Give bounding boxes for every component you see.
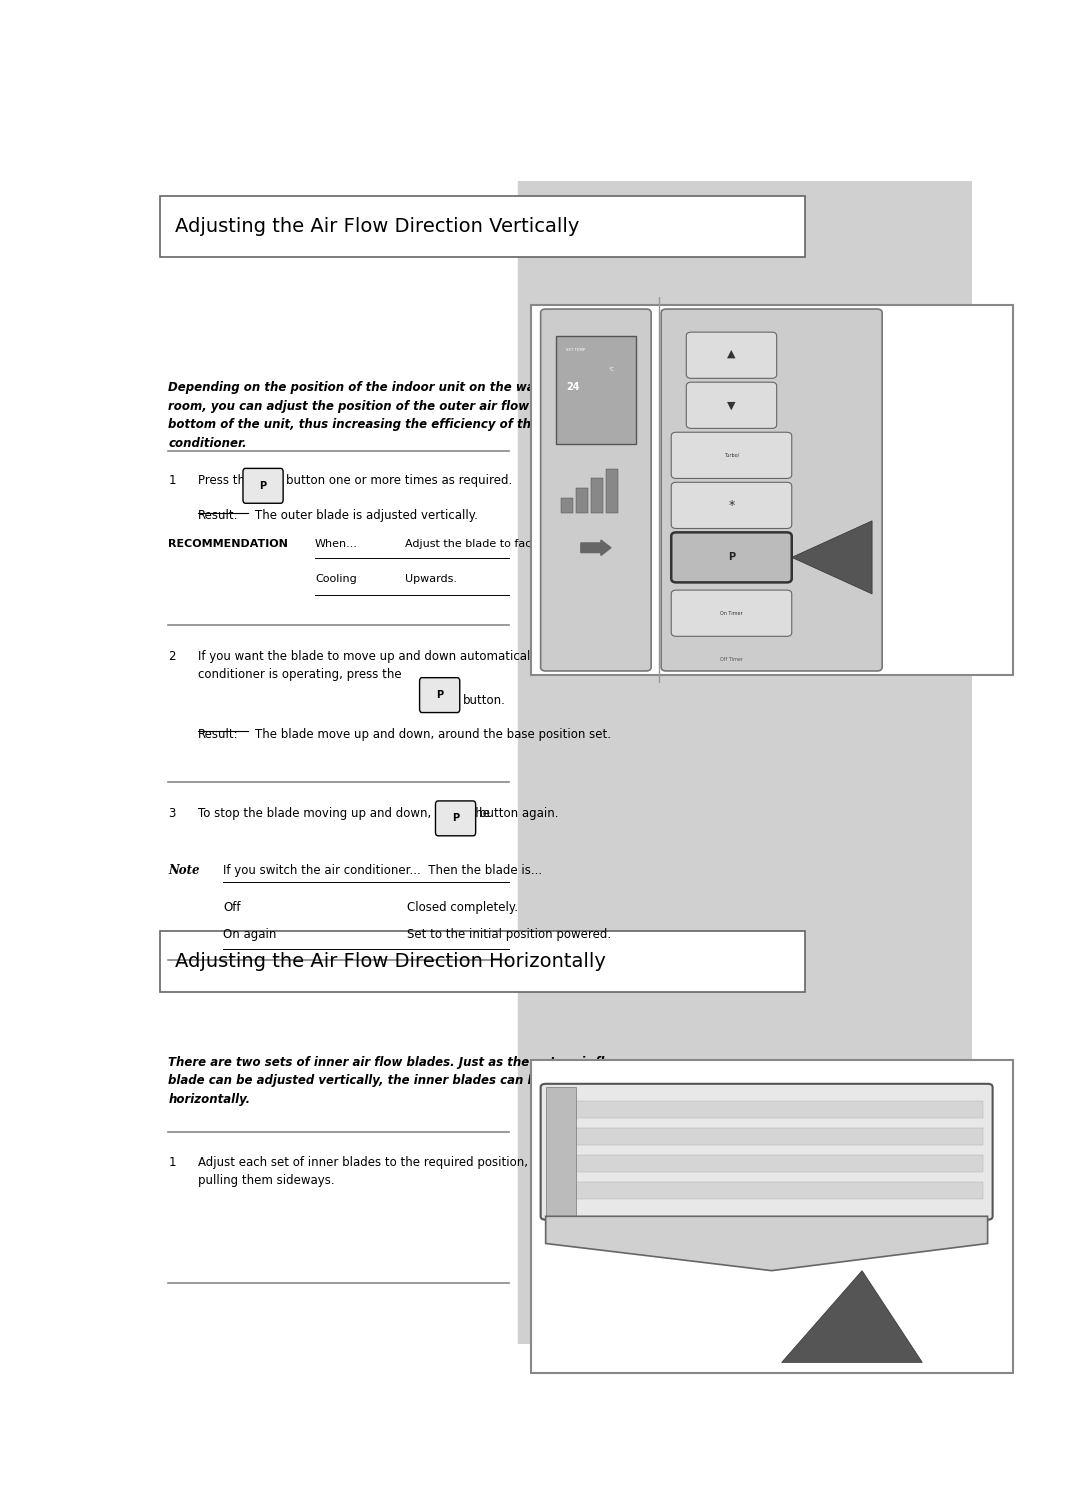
Text: 1: 1 [168, 1155, 176, 1169]
Text: When...: When... [315, 539, 357, 550]
FancyBboxPatch shape [672, 590, 792, 636]
FancyBboxPatch shape [686, 332, 777, 379]
Text: 2: 2 [168, 649, 176, 663]
FancyBboxPatch shape [435, 800, 475, 837]
Polygon shape [782, 1270, 922, 1362]
Text: P: P [259, 480, 267, 491]
Text: On again: On again [222, 927, 276, 941]
Bar [556, 335, 636, 444]
FancyBboxPatch shape [686, 382, 777, 429]
Text: To stop the blade moving up and down, press the: To stop the blade moving up and down, pr… [198, 806, 489, 820]
Text: Adjusting the Air Flow Direction Horizontally: Adjusting the Air Flow Direction Horizon… [175, 951, 606, 971]
Text: On Timer: On Timer [720, 610, 743, 616]
Text: Note: Note [168, 864, 200, 877]
Text: ▼: ▼ [727, 400, 735, 411]
Bar [517, 181, 972, 1344]
Text: P: P [453, 814, 459, 823]
Text: P: P [436, 690, 443, 701]
Text: button one or more times as required.: button one or more times as required. [285, 474, 512, 488]
FancyBboxPatch shape [530, 1060, 1013, 1373]
Text: If you want the blade to move up and down automatically when the air
conditioner: If you want the blade to move up and dow… [198, 649, 619, 681]
Text: 3: 3 [168, 806, 176, 820]
Text: Adjust the blade to face...: Adjust the blade to face... [405, 539, 549, 550]
Text: Adjust each set of inner blades to the required position, by pushing or
pulling : Adjust each set of inner blades to the r… [198, 1155, 612, 1187]
Text: Set to the initial position powered.: Set to the initial position powered. [407, 927, 611, 941]
Text: °C: °C [608, 367, 615, 371]
Text: RECOMMENDATION: RECOMMENDATION [168, 539, 288, 550]
FancyBboxPatch shape [661, 310, 882, 670]
Text: Result:: Result: [198, 509, 239, 522]
Text: Result:: Result: [198, 728, 239, 741]
FancyBboxPatch shape [530, 305, 1013, 675]
Text: 1: 1 [168, 474, 176, 488]
Polygon shape [545, 1217, 987, 1270]
Bar [591, 479, 604, 513]
FancyBboxPatch shape [160, 196, 805, 257]
Text: Adjusting the Air Flow Direction Vertically: Adjusting the Air Flow Direction Vertica… [175, 217, 580, 236]
Text: button again.: button again. [480, 806, 558, 820]
FancyBboxPatch shape [243, 468, 283, 503]
Bar [551, 1128, 983, 1145]
Text: Upwards.: Upwards. [405, 574, 457, 584]
Bar [545, 1087, 576, 1217]
Text: The outer blade is adjusted vertically.: The outer blade is adjusted vertically. [255, 509, 477, 522]
Text: ENGLISH: ENGLISH [949, 397, 958, 442]
Bar [551, 1182, 983, 1199]
Text: Depending on the position of the indoor unit on the wall of your
room, you can a: Depending on the position of the indoor … [168, 381, 617, 450]
Bar [606, 468, 619, 513]
Text: Press the: Press the [198, 474, 252, 488]
Circle shape [891, 1262, 944, 1336]
Text: There are two sets of inner air flow blades. Just as the outer air flow
blade ca: There are two sets of inner air flow bla… [168, 1055, 624, 1105]
FancyArrow shape [581, 541, 611, 556]
FancyBboxPatch shape [541, 1084, 993, 1220]
Text: 24: 24 [566, 382, 579, 393]
Bar [561, 498, 573, 513]
Text: button.: button. [463, 695, 505, 707]
Text: Turbo/: Turbo/ [724, 453, 739, 458]
Text: Off: Off [222, 901, 241, 914]
FancyBboxPatch shape [160, 932, 805, 992]
Text: ▲: ▲ [727, 349, 735, 358]
Text: *: * [728, 498, 734, 512]
Text: If you switch the air conditioner...  Then the blade is...: If you switch the air conditioner... The… [222, 864, 542, 877]
Text: Closed completely.: Closed completely. [407, 901, 518, 914]
Text: The blade move up and down, around the base position set.: The blade move up and down, around the b… [255, 728, 610, 741]
Text: E-15: E-15 [905, 1294, 931, 1305]
Bar [551, 1155, 983, 1172]
FancyBboxPatch shape [420, 678, 460, 713]
Text: SET TEMP: SET TEMP [566, 347, 585, 352]
Bar [576, 488, 589, 513]
Bar [551, 1101, 983, 1117]
FancyBboxPatch shape [672, 482, 792, 528]
Polygon shape [792, 521, 873, 593]
Text: Off Timer: Off Timer [720, 657, 743, 661]
FancyBboxPatch shape [672, 432, 792, 479]
Text: P: P [728, 553, 735, 562]
Bar [934, 361, 972, 477]
FancyBboxPatch shape [672, 533, 792, 583]
Text: Cooling: Cooling [315, 574, 356, 584]
FancyBboxPatch shape [541, 310, 651, 670]
